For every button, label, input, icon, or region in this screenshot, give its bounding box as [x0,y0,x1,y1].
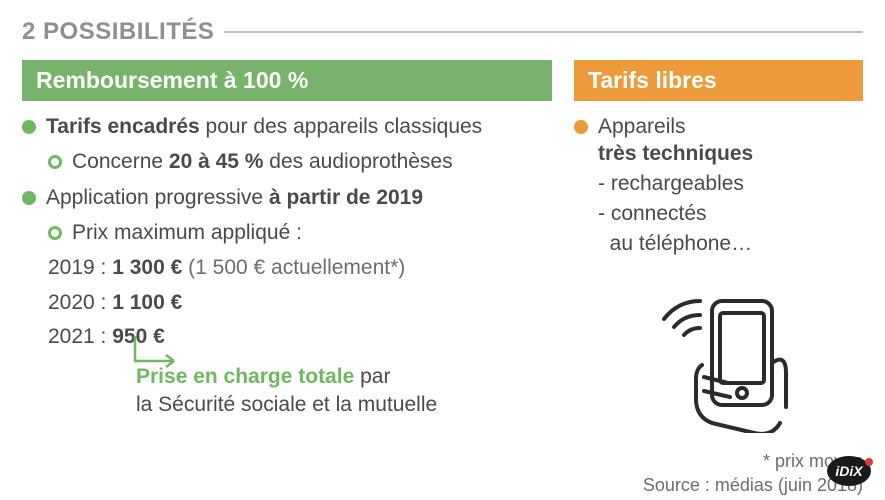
bullet-prix-max: Prix maximum appliqué : [48,219,552,246]
phone-illustration [574,283,863,433]
bullet-text: Prix maximum appliqué : [72,219,302,246]
bullet-icon [48,155,62,169]
price-2019: 2019 : 1 300 € (1 500 € actuellement*) [48,254,552,282]
bullet-text: Concerne 20 à 45 % des audioprothèses [72,148,453,175]
price-2020: 2020 : 1 100 € [48,289,552,317]
bullet-text: Application progressive à partir de 2019 [46,184,423,211]
bullet-icon [48,226,62,240]
bullet-tarifs-encadres: Tarifs encadrés pour des appareils class… [22,113,552,140]
band-tarifs-libres: Tarifs libres [574,60,863,101]
left-column: Remboursement à 100 % Tarifs encadrés po… [22,60,552,497]
bullet-icon [22,191,36,205]
price-2021: 2021 : 950 € [48,323,552,351]
idix-logo: iDiX [825,454,873,488]
footnote: * prix moyen Source : médias (juin 2018) [574,449,863,498]
bullet-appareils-techniques: Appareils très techniques [574,113,863,168]
phone-hand-icon [634,283,804,433]
band-remboursement: Remboursement à 100 % [22,60,552,101]
bullet-icon [574,120,588,134]
bullet-text: Appareils très techniques [598,113,863,168]
bullet-text: Tarifs encadrés pour des appareils class… [46,113,482,140]
page-title: 2 POSSIBILITÉS [22,18,224,46]
sub-connectes: - connectés [598,200,863,228]
bullet-concerne: Concerne 20 à 45 % des audioprothèses [48,148,552,175]
header-rule [224,31,863,33]
bullet-icon [22,120,36,134]
arrow-icon [132,333,192,379]
sub-rechargeables: - rechargeables [598,170,863,198]
right-column: Tarifs libres Appareils très techniques … [574,60,863,497]
bullet-application: Application progressive à partir de 2019 [22,184,552,211]
callout-prise-en-charge: Prise en charge totale par la Sécurité s… [48,357,552,418]
sub-telephone: au téléphone… [598,230,863,258]
svg-text:iDiX: iDiX [835,463,864,479]
